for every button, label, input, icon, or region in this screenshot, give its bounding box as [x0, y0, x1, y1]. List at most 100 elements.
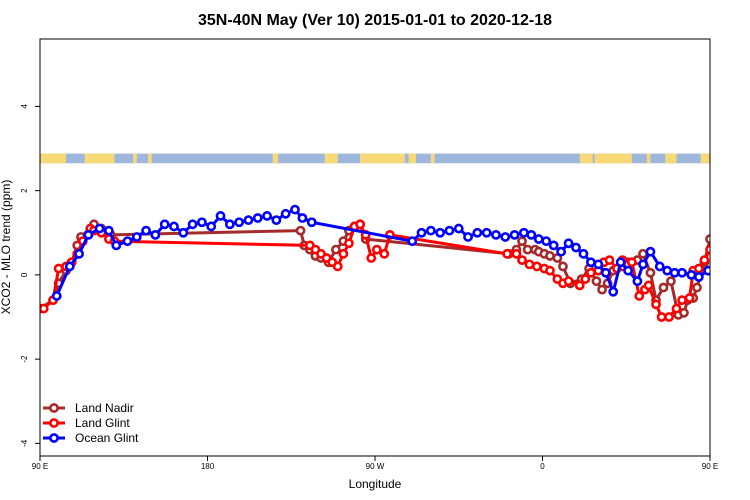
data-point — [671, 303, 682, 314]
data-point — [632, 276, 643, 287]
data-point — [558, 261, 568, 272]
series-2 — [51, 204, 747, 301]
land-segment — [272, 153, 279, 164]
data-point — [280, 208, 291, 219]
data-point — [94, 223, 105, 234]
data-point — [563, 276, 574, 287]
data-point — [585, 267, 596, 278]
data-point — [721, 223, 728, 230]
data-point — [643, 280, 654, 291]
data-point — [435, 227, 446, 238]
y-tick-label: 0 — [20, 272, 29, 277]
data-point — [491, 229, 501, 240]
land-segment — [430, 153, 435, 164]
land-segment — [147, 153, 152, 164]
series-1 — [40, 219, 745, 322]
land-segment — [133, 153, 137, 164]
data-point — [740, 259, 747, 266]
legend-marker — [49, 433, 59, 443]
data-point — [355, 219, 366, 230]
land-segment — [408, 153, 416, 164]
land-segment — [714, 154, 750, 164]
data-point — [541, 236, 552, 247]
data-point — [187, 219, 198, 230]
data-point — [517, 236, 527, 247]
data-point — [591, 276, 602, 287]
data-point — [545, 251, 555, 261]
data-point — [344, 238, 354, 249]
data-point — [444, 225, 455, 236]
data-point — [574, 280, 585, 291]
x-tick-label: 90 W — [366, 462, 385, 471]
data-point — [453, 223, 464, 234]
data-point — [654, 261, 665, 272]
data-point — [103, 225, 114, 236]
data-point — [563, 238, 574, 249]
data-point — [297, 213, 308, 223]
data-point — [693, 263, 704, 274]
data-point — [64, 261, 75, 272]
data-point — [548, 240, 559, 251]
data-point — [178, 227, 189, 238]
data-point — [638, 259, 648, 270]
land-segment — [84, 153, 115, 164]
data-point — [604, 255, 615, 266]
data-point — [556, 246, 567, 257]
data-point — [526, 229, 537, 240]
data-point — [51, 291, 62, 301]
data-point — [306, 217, 317, 228]
land-segment — [324, 153, 338, 164]
data-point — [669, 267, 680, 278]
data-point — [331, 244, 341, 255]
data-point — [532, 261, 542, 272]
data-point — [679, 307, 689, 318]
land-ocean-mask — [40, 153, 750, 164]
data-point — [53, 263, 64, 274]
y-tick-label: 4 — [20, 104, 29, 109]
series-line — [40, 222, 710, 317]
data-point — [714, 275, 721, 282]
data-point — [729, 225, 736, 232]
data-point — [517, 255, 527, 266]
data-point — [262, 211, 272, 221]
data-point — [159, 219, 170, 230]
chart-title: 35N-40N May (Ver 10) 2015-01-01 to 2020-… — [198, 12, 552, 29]
y-axis: -4 -2 0 2 4 — [20, 104, 40, 447]
data-point — [645, 246, 656, 257]
data-point — [371, 244, 382, 255]
data-point — [522, 244, 533, 255]
data-point — [684, 293, 695, 303]
data-point — [252, 213, 263, 223]
data-point — [295, 225, 306, 236]
data-point — [206, 221, 217, 232]
data-point — [169, 221, 179, 232]
data-point — [215, 211, 226, 221]
data-point — [714, 221, 721, 228]
data-point — [472, 227, 483, 238]
land-segment — [700, 153, 710, 164]
data-point — [518, 227, 529, 238]
data-point — [658, 282, 669, 293]
data-point — [580, 274, 591, 284]
data-point — [597, 284, 607, 295]
x-axis: 90 E 180 90 W 0 90 E — [32, 456, 718, 471]
x-axis-label: Longitude — [349, 477, 402, 491]
data-point — [141, 225, 151, 236]
data-point — [645, 267, 656, 278]
data-point — [111, 240, 122, 251]
data-point — [578, 248, 589, 259]
legend-label: Land Nadir — [75, 401, 134, 415]
y-tick-label: 2 — [20, 188, 29, 193]
data-point — [738, 229, 745, 236]
data-point — [736, 229, 743, 236]
data-point — [731, 263, 738, 270]
data-point — [662, 265, 673, 276]
data-point — [693, 272, 704, 282]
data-point — [729, 231, 736, 238]
data-point — [338, 248, 349, 259]
data-point — [651, 299, 661, 310]
data-point — [243, 215, 254, 226]
data-point — [744, 238, 750, 245]
